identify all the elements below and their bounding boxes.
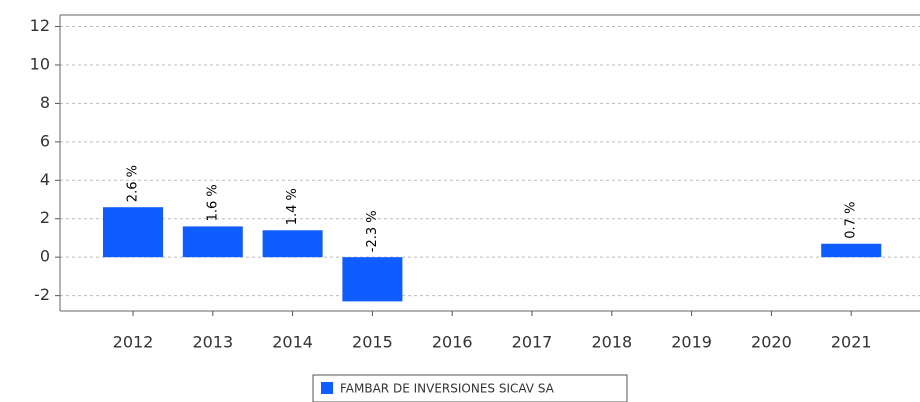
legend-label: FAMBAR DE INVERSIONES SICAV SA <box>340 382 555 396</box>
x-tick-label: 2012 <box>113 333 154 352</box>
legend-box <box>312 374 628 402</box>
y-tick-label: -2 <box>34 285 50 304</box>
value-label: 0.7 % <box>844 202 859 239</box>
y-tick-label: 10 <box>30 54 50 73</box>
x-tick-label: 2013 <box>192 333 233 352</box>
x-tick-label: 2017 <box>512 333 553 352</box>
x-tick-label: 2014 <box>272 333 313 352</box>
y-tick-label: 2 <box>40 208 50 227</box>
y-tick-label: 0 <box>40 247 50 266</box>
x-tick-label: 2018 <box>591 333 632 352</box>
value-label: 2.6 % <box>126 165 141 202</box>
x-tick-label: 2016 <box>432 333 473 352</box>
x-tick-label: 2021 <box>831 333 872 352</box>
legend-swatch <box>321 382 333 394</box>
x-tick-label: 2019 <box>671 333 712 352</box>
plot-area <box>60 15 920 311</box>
bar <box>821 243 882 258</box>
y-tick-label: 4 <box>40 170 50 189</box>
bar <box>262 230 323 258</box>
bar <box>182 226 243 258</box>
value-label: 1.6 % <box>205 184 220 221</box>
legend: FAMBAR DE INVERSIONES SICAV SA <box>312 374 628 402</box>
value-label: -2.3 % <box>365 210 380 252</box>
bar <box>342 257 403 302</box>
bar <box>103 207 163 258</box>
y-tick-label: 8 <box>40 93 50 112</box>
y-tick-label: 12 <box>30 16 50 35</box>
x-tick-label: 2015 <box>352 333 393 352</box>
y-tick-label: 6 <box>40 131 50 150</box>
value-label: 1.4 % <box>285 188 300 225</box>
x-tick-label: 2020 <box>751 333 792 352</box>
